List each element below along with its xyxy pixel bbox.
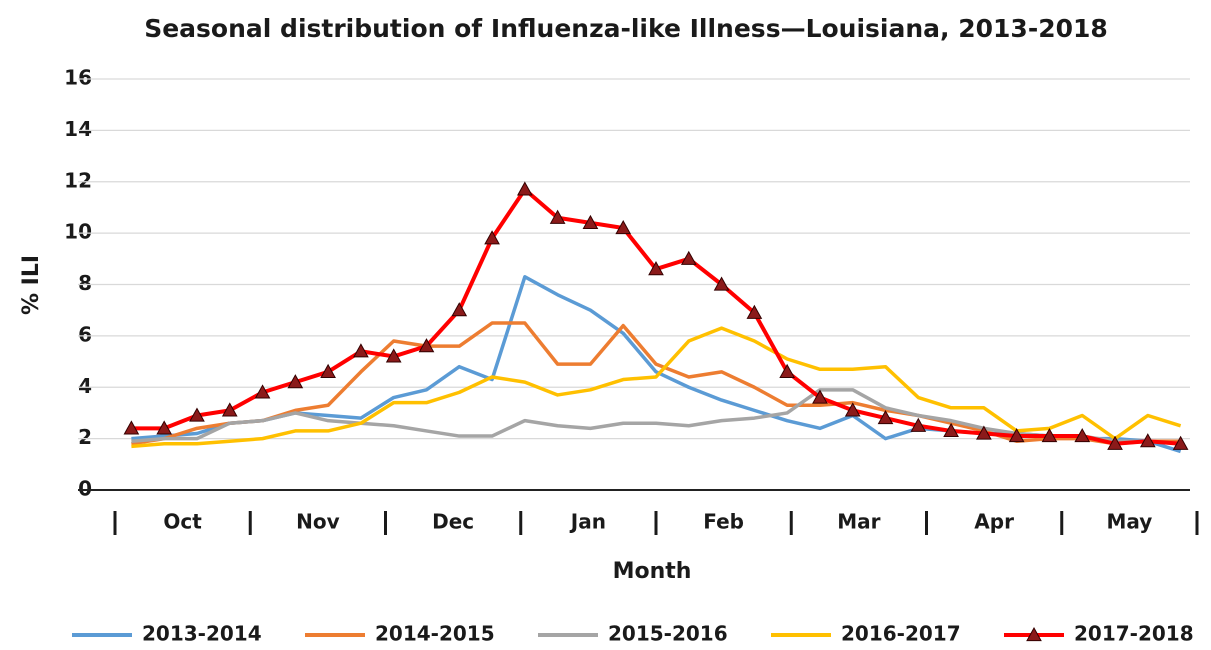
legend-label: 2017-2018: [1074, 622, 1194, 646]
point-marker: [1107, 435, 1123, 450]
point-marker: [221, 402, 238, 417]
x-tick-label: Oct: [163, 510, 202, 534]
point-marker: [615, 219, 632, 235]
point-marker: [484, 230, 500, 245]
point-marker: [1008, 428, 1025, 443]
y-tick-label: 16: [64, 66, 92, 90]
point-marker: [516, 181, 533, 196]
point-marker: [680, 250, 697, 265]
legend-label: 2016-2017: [841, 622, 961, 646]
legend-label: 2015-2016: [608, 622, 728, 646]
y-tick-label: 6: [78, 322, 92, 346]
point-marker: [648, 261, 664, 276]
y-tick-label: 8: [78, 271, 92, 295]
y-tick-label: 0: [78, 477, 92, 501]
point-marker: [385, 348, 402, 363]
x-tick-label: Feb: [703, 510, 744, 534]
point-marker: [877, 410, 894, 425]
legend-label: 2013-2014: [142, 622, 262, 646]
chart-title: Seasonal distribution of Influenza-like …: [144, 14, 1108, 43]
x-tick-label: Nov: [296, 510, 340, 534]
point-marker: [844, 402, 861, 417]
x-axis-label: Month: [613, 559, 692, 584]
point-marker: [910, 417, 927, 432]
point-marker: [1074, 428, 1091, 443]
legend-marker: [1026, 626, 1042, 642]
point-marker: [713, 276, 730, 291]
x-tick-label: May: [1106, 510, 1152, 534]
point-marker: [1172, 435, 1189, 450]
point-marker: [254, 384, 271, 399]
series-line: [131, 388, 1181, 446]
y-tick-label: 14: [64, 117, 92, 141]
series-line: [131, 321, 1181, 446]
point-marker: [189, 407, 205, 422]
point-marker: [320, 363, 336, 378]
legend-label: 2014-2015: [375, 622, 495, 646]
point-marker: [418, 338, 435, 353]
y-tick-label: 2: [78, 425, 92, 449]
x-tick-label: Mar: [837, 510, 880, 534]
point-marker: [582, 214, 599, 229]
point-marker: [943, 422, 959, 438]
y-tick-label: 10: [64, 220, 92, 244]
point-marker: [1041, 428, 1058, 443]
x-tick-label: Apr: [974, 510, 1014, 534]
series-line: [131, 326, 1182, 449]
y-axis-label: % ILI: [19, 255, 44, 315]
point-marker: [123, 420, 140, 435]
point-marker: [353, 343, 369, 358]
point-marker: [1139, 433, 1156, 448]
series-line: [131, 187, 1181, 446]
point-marker: [549, 209, 566, 224]
point-marker: [287, 374, 304, 389]
x-tick-label: Dec: [432, 510, 474, 534]
point-marker: [451, 302, 468, 317]
point-marker: [156, 420, 173, 435]
x-tick-label: Jan: [569, 510, 606, 534]
point-marker: [746, 304, 763, 319]
y-tick-label: 4: [78, 374, 92, 398]
y-tick-label: 12: [64, 168, 92, 192]
point-marker: [976, 425, 992, 440]
point-marker: [812, 389, 828, 404]
point-marker: [779, 363, 796, 378]
